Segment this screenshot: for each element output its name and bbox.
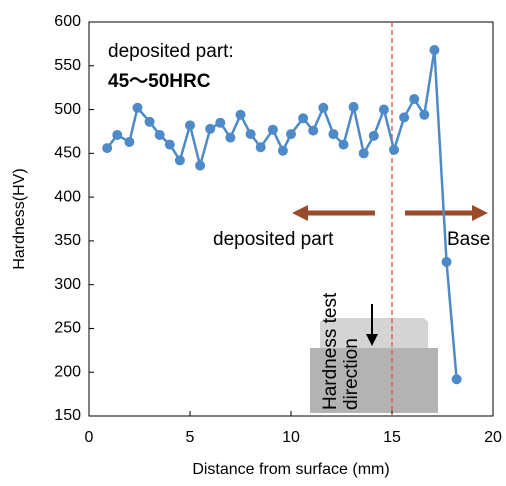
y-tick-label: 500	[54, 101, 81, 118]
data-point	[318, 102, 329, 113]
y-tick-label: 350	[54, 232, 81, 249]
data-point	[298, 113, 309, 124]
data-point	[441, 256, 452, 267]
label: direction	[341, 338, 362, 410]
y-axis-title: Hardness(HV)	[11, 168, 28, 269]
y-tick-label: 450	[54, 145, 81, 162]
data-point	[235, 109, 246, 120]
data-point	[358, 148, 369, 159]
label: deposited part	[213, 229, 334, 250]
direction-arrows	[292, 205, 488, 221]
data-point	[378, 104, 389, 115]
data-point	[429, 45, 440, 56]
data-point	[174, 155, 185, 166]
data-point	[348, 101, 359, 112]
y-tick-label: 400	[54, 188, 81, 205]
left-arrow-head	[292, 205, 308, 221]
test-arrow-head	[366, 334, 378, 346]
note: deposited part:	[108, 41, 234, 62]
data-point	[215, 117, 226, 128]
data-point	[124, 136, 135, 147]
x-tick-label: 20	[484, 429, 502, 446]
data-point	[277, 145, 288, 156]
data-point	[154, 129, 165, 140]
base-block	[310, 348, 438, 413]
data-point	[389, 144, 400, 155]
note: 45～50HRC	[108, 71, 211, 92]
y-tick-label: 250	[54, 320, 81, 337]
data-point	[112, 129, 123, 140]
right-arrow-head	[472, 205, 488, 221]
data-point	[399, 112, 410, 123]
deposit-block	[320, 318, 428, 348]
y-tick-label: 550	[54, 57, 81, 74]
y-tick-label: 150	[54, 407, 81, 424]
data-point	[255, 142, 266, 153]
x-tick-label: 0	[85, 429, 94, 446]
data-point	[328, 129, 339, 140]
data-point	[267, 124, 278, 135]
x-axis-title: Distance from surface (mm)	[192, 461, 389, 478]
data-point	[102, 143, 113, 154]
data-point	[451, 374, 462, 385]
x-tick-label: 10	[282, 429, 300, 446]
data-point	[195, 160, 206, 171]
data-point	[164, 139, 175, 150]
data-point	[308, 125, 319, 136]
data-point	[338, 139, 349, 150]
data-point	[132, 102, 143, 113]
data-point	[185, 120, 195, 131]
x-tick-label: 15	[383, 429, 401, 446]
y-tick-label: 300	[54, 276, 81, 293]
data-point	[368, 130, 379, 141]
data-point	[409, 94, 420, 105]
x-tick-label: 5	[186, 429, 195, 446]
y-tick-label: 200	[54, 363, 81, 380]
data-point	[144, 116, 155, 127]
test-block	[310, 304, 438, 413]
label: Hardness test	[320, 292, 341, 410]
y-tick-label: 600	[54, 13, 81, 30]
data-point	[419, 109, 430, 120]
data-point	[286, 129, 296, 140]
label: Base	[447, 229, 490, 250]
data-point	[205, 123, 216, 134]
data-point	[225, 132, 236, 143]
data-point	[245, 129, 256, 140]
